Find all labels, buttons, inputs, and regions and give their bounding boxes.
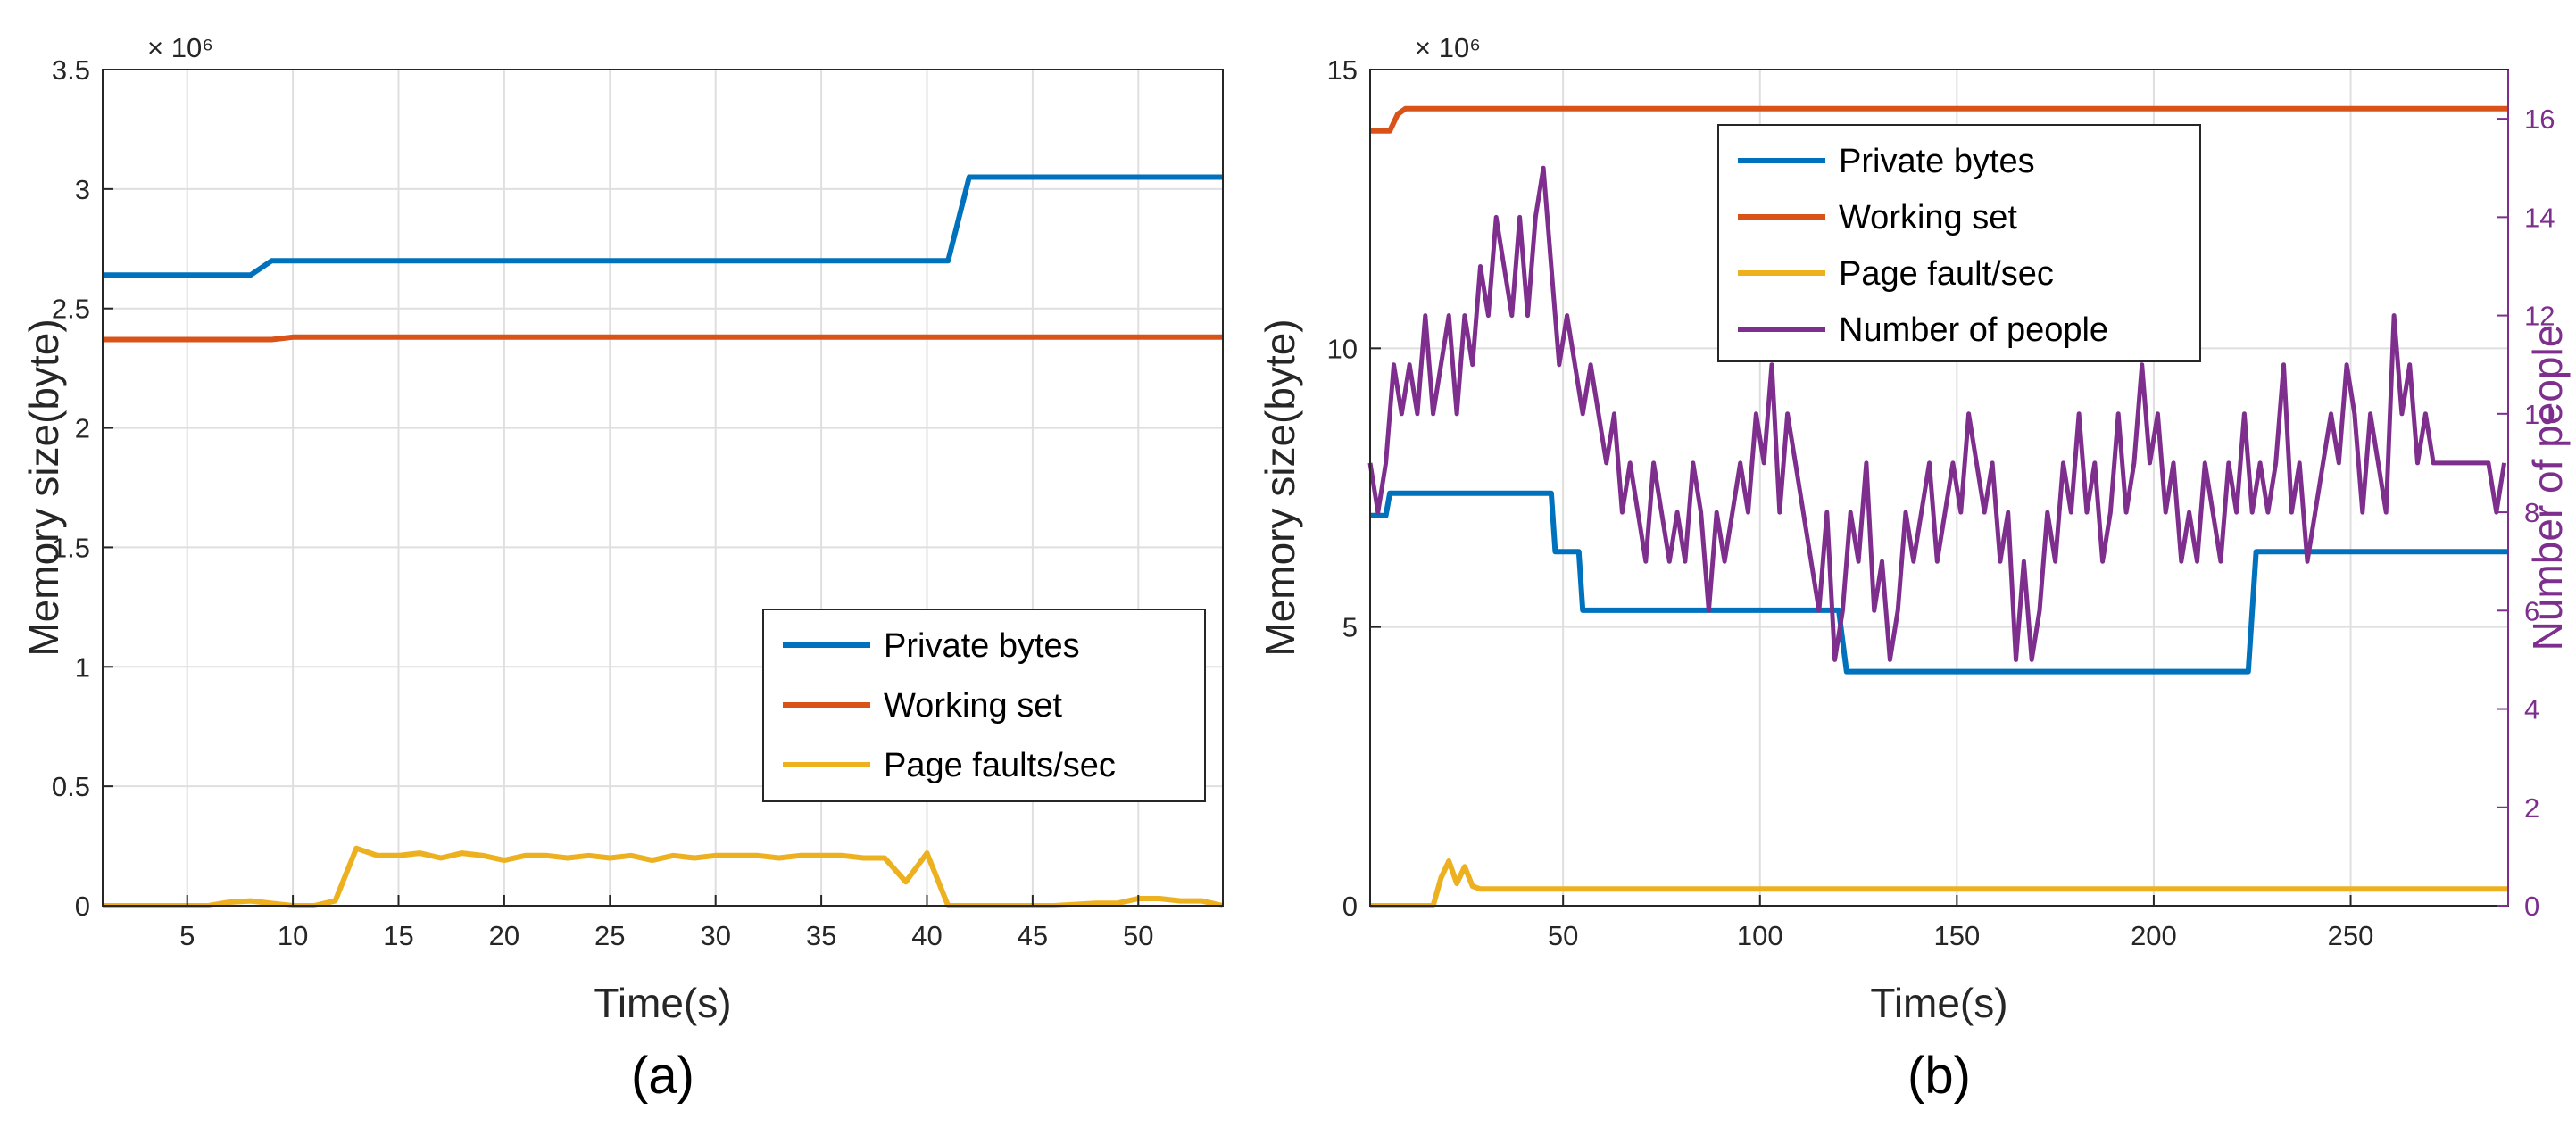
y-tick-label: 1.5 — [52, 532, 90, 563]
panel-label: (b) — [1907, 1047, 1971, 1105]
chart-panel-a: 5 10 15 20 25 30 35 40 45 50 0 0.5 1 1.5 2 2.5 3 3.5 × 10⁶… — [21, 32, 1224, 1105]
y-tick-label: 10 — [1327, 333, 1358, 364]
y-exponent-label: × 10⁶ — [1415, 32, 1481, 63]
y-exponent-label: × 10⁶ — [147, 32, 213, 63]
y-axis-label: Memory size(byte) — [21, 319, 67, 656]
series-line-working-set — [103, 334, 1223, 343]
y-axis-label: Memory size(byte) — [1257, 319, 1303, 656]
y2-tick-label: 8 — [2524, 497, 2539, 528]
y2-tick-label: 6 — [2524, 595, 2539, 626]
y-tick-label: 2.5 — [52, 294, 90, 325]
panel-label: (a) — [631, 1047, 694, 1105]
legend: Private bytes Working set Page faults/sec — [762, 609, 1206, 802]
x-tick-label: 5 — [179, 920, 195, 951]
y-tick-label: 3 — [75, 174, 90, 205]
legend-entry-label: Page fault/sec — [1839, 255, 2054, 293]
x-tick-label: 40 — [911, 920, 942, 951]
x-axis-label: Time(s) — [594, 980, 731, 1026]
legend-box — [1717, 124, 2201, 362]
legend-entry-label: Number of people — [1839, 311, 2108, 349]
y2-axis-label: Number of people — [2524, 325, 2571, 651]
x-tick-label: 50 — [1548, 920, 1578, 951]
y-tick-label: 0 — [75, 891, 90, 922]
x-tick-label: 35 — [806, 920, 836, 951]
axes-box — [102, 69, 1224, 907]
y2-tick-label: 0 — [2524, 891, 2539, 922]
legend-entry-label: Working set — [1839, 199, 2017, 236]
series-line-number-of-people — [1367, 165, 2507, 662]
legend-entry-label: Page faults/sec — [884, 747, 1116, 784]
series-line-page-fault-sec — [1370, 858, 2508, 908]
series-line-private-bytes — [103, 174, 1223, 278]
y2-tick-label: 2 — [2524, 792, 2539, 824]
legend: Private bytes Working set Page fault/sec Nu… — [1717, 124, 2201, 362]
legend-entry-label: Private bytes — [1839, 143, 2035, 180]
x-tick-label: 20 — [489, 920, 519, 951]
x-tick-label: 30 — [700, 920, 730, 951]
legend-entry-label: Working set — [884, 687, 1062, 725]
x-tick-label: 15 — [383, 920, 413, 951]
y2-tick-label: 4 — [2524, 694, 2539, 725]
x-tick-label: 100 — [1737, 920, 1783, 951]
x-tick-label: 50 — [1123, 920, 1153, 951]
x-tick-label: 200 — [2131, 920, 2177, 951]
y-tick-label: 1 — [75, 651, 90, 683]
x-tick-label: 10 — [278, 920, 308, 951]
y2-tick-label: 12 — [2524, 301, 2555, 332]
series-line-working-set — [1370, 105, 2508, 134]
y2-tick-label: 14 — [2524, 202, 2555, 233]
y-tick-label: 2 — [75, 413, 90, 444]
y-tick-label: 15 — [1327, 54, 1358, 86]
y-tick-label: 5 — [1342, 612, 1358, 643]
y-tick-label: 0 — [1342, 891, 1358, 922]
y2-tick-label: 16 — [2524, 104, 2555, 135]
legend-entry-label: Private bytes — [884, 627, 1080, 665]
x-tick-label: 45 — [1018, 920, 1048, 951]
y-tick-label: 0.5 — [52, 771, 90, 802]
y-tick-label: 3.5 — [52, 54, 90, 86]
y2-tick-label: 10 — [2524, 399, 2555, 430]
x-tick-label: 25 — [594, 920, 625, 951]
x-tick-label: 250 — [2328, 920, 2374, 951]
x-axis-label: Time(s) — [1870, 980, 2007, 1026]
series-line-private-bytes — [1370, 490, 2508, 675]
x-tick-label: 150 — [1933, 920, 1980, 951]
